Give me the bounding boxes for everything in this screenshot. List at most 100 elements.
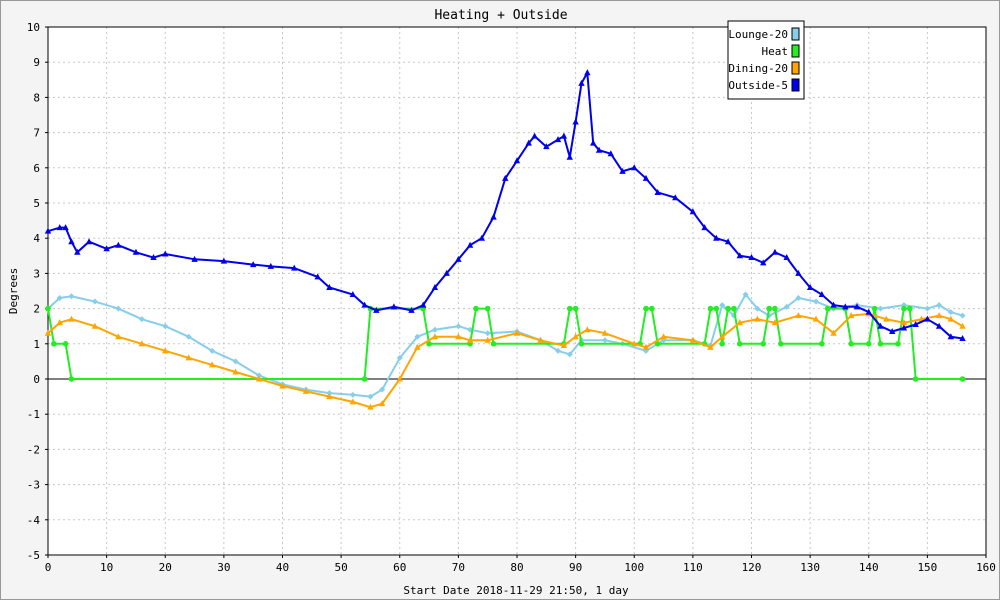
data-point bbox=[806, 283, 814, 290]
data-point bbox=[572, 333, 579, 340]
data-point bbox=[924, 315, 931, 322]
data-point bbox=[947, 309, 954, 316]
data-point bbox=[361, 301, 368, 308]
data-point bbox=[924, 305, 931, 312]
x-tick-label: 100 bbox=[624, 561, 644, 574]
data-point bbox=[865, 341, 872, 347]
data-point bbox=[760, 341, 767, 347]
series-lounge-20 bbox=[45, 291, 966, 400]
data-point bbox=[209, 347, 216, 354]
data-point bbox=[847, 312, 855, 319]
data-point bbox=[51, 341, 57, 347]
y-tick-label: 10 bbox=[27, 21, 40, 34]
series-dining-20 bbox=[44, 310, 966, 410]
data-point bbox=[390, 303, 398, 310]
data-point bbox=[795, 269, 802, 276]
data-point bbox=[408, 306, 415, 313]
data-point bbox=[935, 322, 943, 329]
data-point bbox=[718, 333, 726, 340]
data-point bbox=[255, 375, 263, 382]
data-point bbox=[795, 312, 802, 319]
data-point bbox=[326, 393, 333, 400]
data-point bbox=[249, 261, 257, 268]
data-point bbox=[772, 305, 778, 312]
y-tick-label: -3 bbox=[27, 479, 40, 492]
x-tick-label: 90 bbox=[569, 561, 582, 574]
data-point bbox=[473, 305, 479, 312]
data-point bbox=[877, 322, 884, 329]
data-point bbox=[642, 174, 650, 181]
data-point bbox=[812, 298, 819, 305]
series-line bbox=[47, 292, 963, 398]
data-point bbox=[232, 368, 239, 375]
data-point bbox=[654, 341, 661, 347]
data-point bbox=[912, 376, 919, 382]
data-point bbox=[824, 305, 831, 312]
data-point bbox=[584, 69, 591, 76]
data-point bbox=[414, 343, 421, 350]
data-point bbox=[725, 305, 731, 312]
data-point bbox=[373, 306, 380, 313]
data-point bbox=[396, 354, 403, 361]
data-point bbox=[566, 351, 573, 358]
x-tick-label: 30 bbox=[217, 561, 230, 574]
data-point bbox=[443, 269, 450, 276]
data-point bbox=[232, 358, 239, 365]
x-tick-label: 0 bbox=[45, 561, 52, 574]
data-point bbox=[783, 254, 790, 261]
data-point bbox=[349, 391, 356, 398]
data-point bbox=[44, 227, 52, 234]
data-point bbox=[426, 341, 432, 347]
data-point bbox=[531, 132, 538, 139]
data-point bbox=[578, 79, 585, 86]
data-point bbox=[936, 302, 943, 309]
y-tick-label: 5 bbox=[33, 197, 40, 210]
data-point bbox=[560, 132, 568, 139]
data-point bbox=[62, 341, 69, 347]
data-point bbox=[901, 305, 907, 312]
data-point bbox=[478, 234, 486, 241]
data-point bbox=[842, 303, 849, 310]
data-point bbox=[484, 305, 491, 312]
legend-box bbox=[727, 20, 805, 100]
data-point bbox=[513, 329, 521, 336]
data-point bbox=[672, 194, 679, 201]
data-point bbox=[162, 250, 169, 257]
data-point bbox=[138, 316, 145, 323]
data-point bbox=[719, 302, 726, 309]
data-point bbox=[812, 315, 820, 322]
data-point bbox=[900, 324, 908, 331]
x-tick-label: 160 bbox=[976, 561, 996, 574]
data-point bbox=[642, 343, 650, 350]
legend-label: Heat bbox=[762, 45, 789, 58]
data-point bbox=[115, 333, 122, 340]
data-point bbox=[848, 341, 854, 347]
y-tick-label: -4 bbox=[27, 514, 41, 527]
series-heat bbox=[45, 305, 966, 382]
legend-swatch bbox=[791, 27, 800, 41]
data-point bbox=[490, 213, 497, 220]
data-point bbox=[865, 308, 872, 315]
chart-title: Heating + Outside bbox=[434, 8, 567, 23]
x-tick-label: 150 bbox=[917, 561, 937, 574]
data-point bbox=[455, 333, 462, 340]
data-point bbox=[742, 291, 749, 298]
x-tick-label: 40 bbox=[276, 561, 289, 574]
data-point bbox=[162, 323, 169, 330]
data-point bbox=[590, 139, 597, 146]
plot-frame bbox=[47, 26, 987, 556]
data-point bbox=[291, 264, 298, 271]
data-point bbox=[68, 315, 75, 322]
data-point bbox=[736, 341, 743, 347]
y-tick-label: -5 bbox=[27, 549, 40, 562]
data-point bbox=[959, 312, 966, 319]
data-point bbox=[208, 361, 216, 368]
data-point bbox=[654, 188, 661, 195]
data-point bbox=[302, 387, 310, 394]
data-point bbox=[185, 333, 192, 340]
data-point bbox=[754, 315, 761, 322]
data-point bbox=[572, 118, 579, 125]
data-point bbox=[367, 403, 374, 410]
